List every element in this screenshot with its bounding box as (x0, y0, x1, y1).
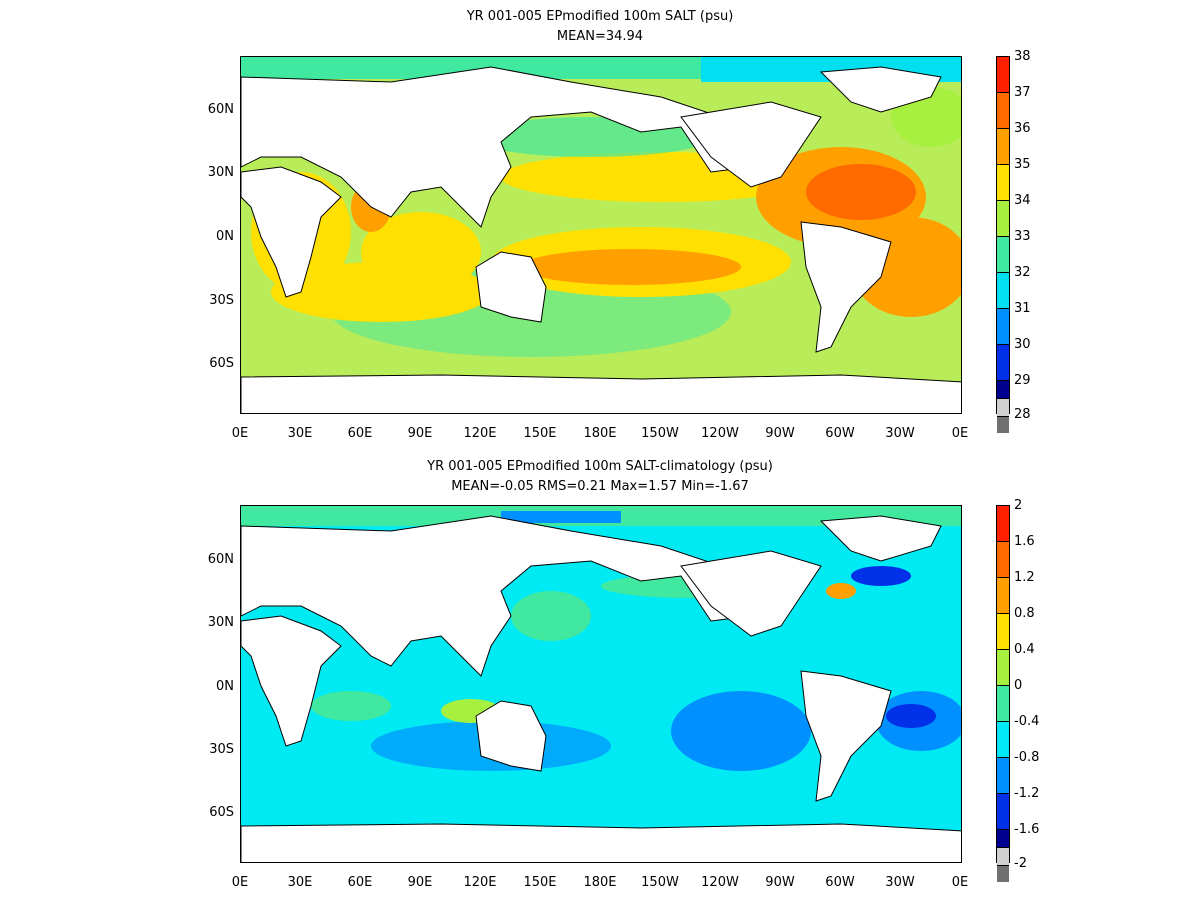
map-1-colorbar-swatch (997, 309, 1009, 345)
map-2-continents (241, 515, 961, 862)
map-1-ylabel-0n: 0N (216, 229, 234, 244)
map-2-colorbar-label: -0.8 (1014, 750, 1040, 765)
map-1-xlabel-150e: 150E (523, 426, 557, 441)
map-2-colorbar-label: 0.4 (1014, 642, 1035, 657)
map-2-xlabel-150w: 150W (641, 875, 679, 890)
map-1-xlabel-120w: 120W (701, 426, 739, 441)
map-1-title: YR 001-005 EPmodified 100m SALT (psu) (466, 9, 734, 24)
map-2-xlabel-0e-end: 0E (951, 875, 969, 890)
map-2-colorbar (996, 505, 1010, 882)
map-2-colorbar-label: -2 (1014, 856, 1027, 871)
map-1-xlabel-30e: 30E (287, 426, 313, 441)
map-1-colorbar-label: 33 (1014, 229, 1031, 244)
map-1-subtitle: MEAN=34.94 (556, 29, 644, 44)
map-2-colorbar-swatch (997, 722, 1009, 758)
map-2-xlabel-60w: 60W (825, 875, 855, 890)
map-2-xlabel-60e: 60E (347, 875, 373, 890)
map-1-plot-area (240, 56, 962, 414)
map-2-colorbar-label: 1.6 (1014, 534, 1035, 549)
map-2-xlabel-30w: 30W (885, 875, 915, 890)
map-1-colorbar-label: 30 (1014, 337, 1031, 352)
map-1-xlabel-60e: 60E (347, 426, 373, 441)
map-1-xlabel-30w: 30W (885, 426, 915, 441)
map-1-xlabel-90w: 90W (765, 426, 795, 441)
map-1-colorbar-swatch (997, 399, 1009, 417)
map-2-colorbar-swatch (997, 830, 1009, 848)
map-1-ylabel-60s: 60S (209, 356, 234, 371)
map-2-colorbar-label: 0 (1014, 678, 1023, 693)
map-1-colorbar-label: 32 (1014, 265, 1031, 280)
map-2-ylabel-30s: 30S (209, 742, 234, 757)
map-2-colorbar-label: -1.2 (1014, 786, 1040, 801)
map-1-colorbar-swatch (997, 57, 1009, 93)
map-1-colorbar-label: 37 (1014, 85, 1031, 100)
map-2-colorbar-swatch (997, 650, 1009, 686)
map-1-colorbar-swatch (997, 129, 1009, 165)
map-2-plot-area (240, 505, 962, 863)
map-1-colorbar-label: 28 (1014, 407, 1031, 422)
map-1-xlabel-150w: 150W (641, 426, 679, 441)
map-2-salinity-anomaly-map (241, 506, 961, 862)
map-2-colorbar-swatch (997, 758, 1009, 794)
map-1-colorbar-swatch (997, 273, 1009, 309)
map-1-colorbar-label: 34 (1014, 193, 1031, 208)
map-1-colorbar-label: 29 (1014, 373, 1031, 388)
map-2-colorbar-swatch (997, 506, 1009, 542)
map-2-xlabel-90e: 90E (407, 875, 433, 890)
map-1-colorbar-label: 38 (1014, 49, 1031, 64)
map-2-title: YR 001-005 EPmodified 100m SALT-climatol… (427, 459, 773, 474)
map-2-xlabel-120w: 120W (701, 875, 739, 890)
map-2-colorbar-label: 2 (1014, 498, 1023, 513)
map-2-ylabel-60n: 60N (207, 552, 234, 567)
map-1-xlabel-180e: 180E (583, 426, 617, 441)
map-1-ylabel-30s: 30S (209, 293, 234, 308)
map-2-ylabel-0n: 0N (216, 679, 234, 694)
map-1-xlabel-120e: 120E (463, 426, 497, 441)
map-2-xlabel-90w: 90W (765, 875, 795, 890)
map-2-xlabel-180e: 180E (583, 875, 617, 890)
map-1-colorbar-label: 35 (1014, 157, 1031, 172)
map-2-xlabel-120e: 120E (463, 875, 497, 890)
map-2-colorbar-label: -1.6 (1014, 822, 1040, 837)
map-1-ylabel-30n: 30N (207, 165, 234, 180)
map-2-colorbar-swatch (997, 614, 1009, 650)
map-1-xlabel-60w: 60W (825, 426, 855, 441)
map-2-subtitle: MEAN=-0.05 RMS=0.21 Max=1.57 Min=-1.67 (451, 479, 749, 494)
map-2-colorbar-swatch (997, 578, 1009, 614)
map-1-ylabel-60n: 60N (207, 102, 234, 117)
map-1-colorbar-swatch (997, 237, 1009, 273)
map-2-colorbar-label: 0.8 (1014, 606, 1035, 621)
map-2-colorbar-label: 1.2 (1014, 570, 1035, 585)
map-1-colorbar-swatch (997, 345, 1009, 381)
map-1-colorbar-swatch (997, 417, 1009, 433)
map-1-colorbar (996, 56, 1010, 433)
map-2-xlabel-30e: 30E (287, 875, 313, 890)
map-2-colorbar-swatch (997, 794, 1009, 830)
map-1-colorbar-label: 31 (1014, 301, 1031, 316)
map-2-colorbar-swatch (997, 542, 1009, 578)
map-1-xlabel-0e-end: 0E (951, 426, 969, 441)
map-1-colorbar-swatch (997, 381, 1009, 399)
map-1-salinity-map (241, 57, 961, 413)
map-2-ylabel-60s: 60S (209, 805, 234, 820)
map-2-xlabel-150e: 150E (523, 875, 557, 890)
map-1-colorbar-swatch (997, 165, 1009, 201)
map-2-colorbar-swatch (997, 848, 1009, 866)
map-1-xlabel-0e: 0E (231, 426, 249, 441)
map-2-xlabel-0e: 0E (231, 875, 249, 890)
map-2-colorbar-swatch (997, 686, 1009, 722)
map-2-ylabel-30n: 30N (207, 615, 234, 630)
map-1-colorbar-swatch (997, 93, 1009, 129)
map-1-xlabel-90e: 90E (407, 426, 433, 441)
map-2-colorbar-label: -0.4 (1014, 714, 1040, 729)
map-1-continents (241, 66, 961, 413)
map-1-colorbar-swatch (997, 201, 1009, 237)
map-1-colorbar-label: 36 (1014, 121, 1031, 136)
map-2-colorbar-swatch (997, 866, 1009, 882)
